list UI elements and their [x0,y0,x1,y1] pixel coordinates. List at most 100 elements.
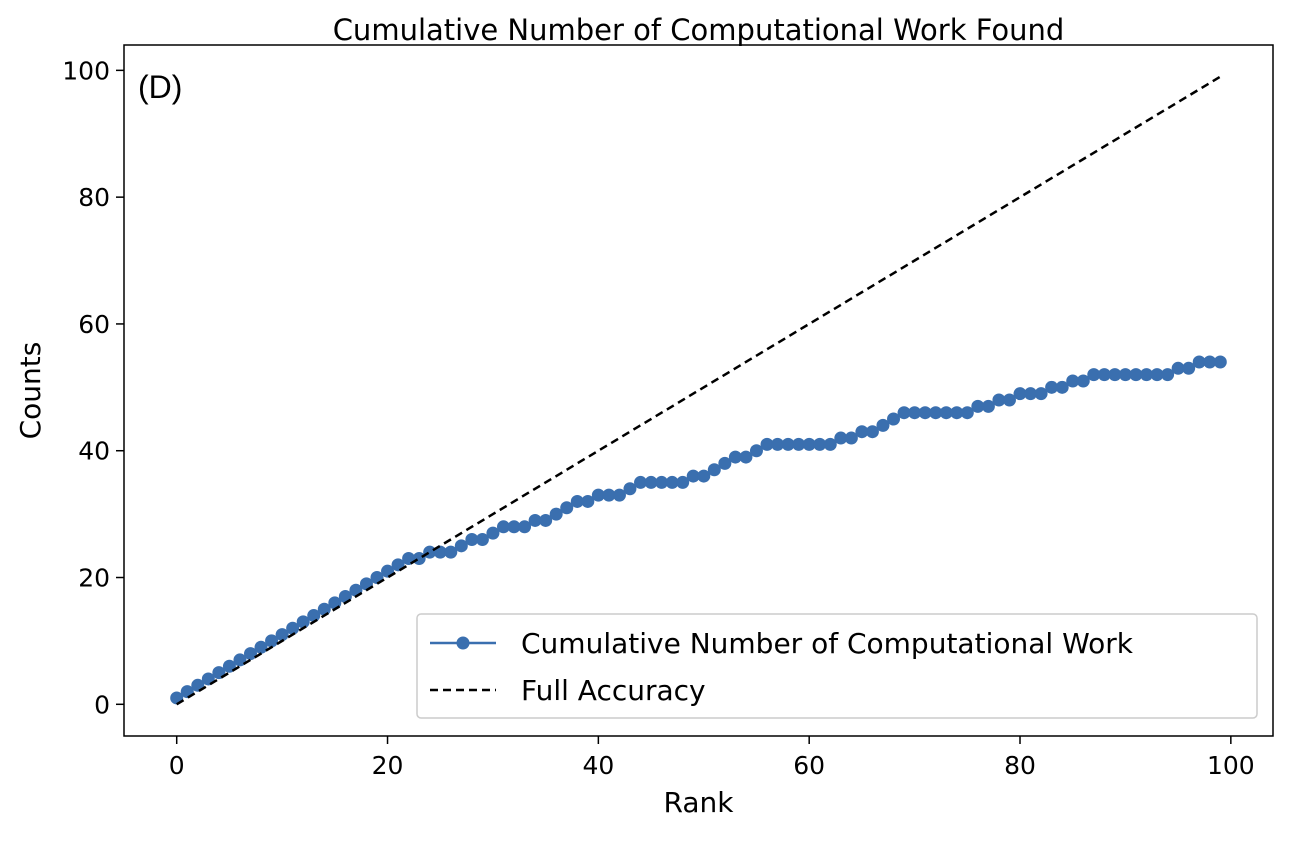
data-point [834,431,848,445]
data-point [676,475,690,489]
data-point [496,520,510,534]
legend-label-cumulative: Cumulative Number of Computational Work [521,627,1134,660]
data-point [707,463,721,477]
data-point [655,475,669,489]
data-point [771,437,785,451]
data-point [1192,355,1206,369]
y-tick-label: 80 [78,183,110,212]
data-point [844,431,858,445]
data-point [1213,355,1227,369]
y-axis-label: Counts [14,342,47,440]
data-point [518,520,532,534]
axes: 0 20 40 60 80 100 0 20 40 60 80 100 [62,44,1274,780]
data-point [1055,380,1069,394]
data-point [760,437,774,451]
data-point [307,609,321,623]
data-point [1140,368,1154,382]
data-point [454,539,468,553]
y-tick-label: 20 [78,564,110,593]
data-point [1108,368,1122,382]
data-point [644,475,658,489]
legend: Cumulative Number of Computational Work … [416,613,1258,719]
data-point [1045,380,1059,394]
data-point [570,494,584,508]
data-point [275,628,289,642]
data-point [486,526,500,540]
data-point [1182,361,1196,375]
data-point [960,406,974,420]
data-point [475,532,489,546]
data-point [1129,368,1143,382]
data-point [718,456,732,470]
data-point [507,520,521,534]
data-point [602,488,616,502]
data-point [697,469,711,483]
data-point [1087,368,1101,382]
x-tick-label: 100 [1207,751,1255,780]
data-point [1024,387,1038,401]
data-point [612,488,626,502]
y-tick-label: 100 [62,56,110,85]
data-point [528,513,542,527]
data-point [1171,361,1185,375]
data-point [823,437,837,451]
data-point [686,469,700,483]
data-point [296,615,310,629]
legend-marker-cumulative [456,636,470,650]
data-point [950,406,964,420]
data-point [539,513,553,527]
data-point [1097,368,1111,382]
panel-label: (D) [138,69,182,105]
x-tick-label: 40 [582,751,614,780]
data-point [286,621,300,635]
data-point [897,406,911,420]
legend-box [416,613,1258,719]
y-tick-label: 60 [78,310,110,339]
data-point [549,507,563,521]
data-point [855,425,869,439]
data-point [792,437,806,451]
data-point [1118,368,1132,382]
data-point [634,475,648,489]
data-point [1002,393,1016,407]
data-point [1076,374,1090,388]
data-point [971,399,985,413]
data-point [887,412,901,426]
data-point [1150,368,1164,382]
data-point [739,450,753,464]
x-tick-label: 20 [372,751,404,780]
data-point [665,475,679,489]
data-point [865,425,879,439]
data-point [444,545,458,559]
data-point [1161,368,1175,382]
data-point [981,399,995,413]
data-point [581,494,595,508]
x-tick-label: 80 [1004,751,1036,780]
legend-label-full-accuracy: Full Accuracy [521,674,706,707]
x-axis-label: Rank [664,786,735,819]
plot-frame [123,44,1274,737]
series-line-full-accuracy [176,75,1221,706]
chart-title: Cumulative Number of Computational Work … [333,13,1065,47]
data-point [591,488,605,502]
data-point [265,634,279,648]
y-tick-label: 0 [94,690,110,719]
y-tick-label: 40 [78,437,110,466]
data-point [1203,355,1217,369]
data-point [781,437,795,451]
data-point [465,532,479,546]
data-point [802,437,816,451]
data-point [560,501,574,515]
data-point [254,640,268,654]
data-point [749,444,763,458]
data-point [813,437,827,451]
data-point [1066,374,1080,388]
data-point [992,393,1006,407]
data-point [1013,387,1027,401]
data-point [876,418,890,432]
data-point [908,406,922,420]
x-tick-label: 0 [169,751,185,780]
data-point [728,450,742,464]
data-point [243,647,257,661]
